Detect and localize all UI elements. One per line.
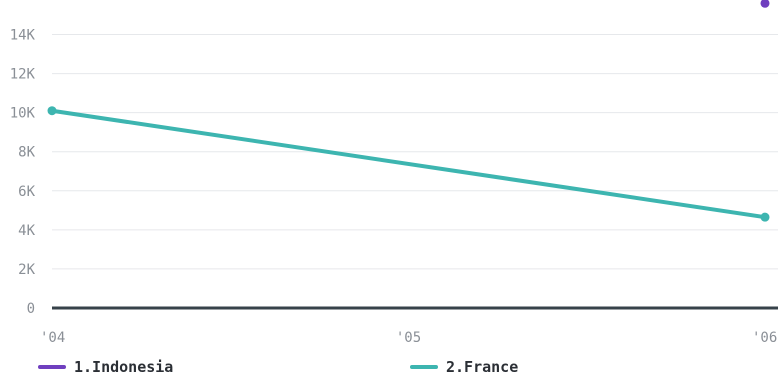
- y-tick-label-1: 2K: [18, 262, 35, 278]
- line-chart: 0 2K 4K 6K 8K 10K 12K 14K '04 '05 '06: [10, 0, 778, 346]
- series-1-point-0: [47, 106, 57, 116]
- legend-item-indonesia[interactable]: 1.Indonesia: [38, 358, 173, 376]
- x-tick-label-1: '05: [396, 330, 421, 346]
- y-tick-label-0: 0: [27, 301, 35, 317]
- legend-label-france: 2.France: [446, 358, 519, 376]
- y-tick-label-3: 6K: [18, 184, 35, 200]
- series-line-1: [50, 108, 767, 220]
- y-tick-label-7: 14K: [10, 28, 36, 44]
- series-layer: [47, 0, 770, 222]
- y-axis: 0 2K 4K 6K 8K 10K 12K 14K: [10, 28, 36, 317]
- grid-lines: [52, 34, 778, 310]
- legend-label-indonesia: 1.Indonesia: [74, 358, 174, 376]
- y-tick-label-2: 4K: [18, 223, 35, 239]
- y-tick-label-5: 10K: [10, 106, 36, 122]
- x-tick-label-2: '06: [752, 330, 777, 346]
- series-0-point-0: [760, 0, 770, 8]
- y-tick-label-4: 8K: [18, 145, 35, 161]
- legend-swatch-france: [410, 365, 438, 369]
- legend-item-france[interactable]: 2.France: [410, 358, 518, 376]
- series-1-point-1: [760, 212, 770, 222]
- legend: 1.Indonesia 2.France: [0, 358, 778, 378]
- y-tick-label-6: 12K: [10, 67, 36, 83]
- x-tick-label-0: '04: [40, 330, 65, 346]
- x-axis: '04 '05 '06: [40, 330, 777, 346]
- legend-swatch-indonesia: [38, 365, 66, 369]
